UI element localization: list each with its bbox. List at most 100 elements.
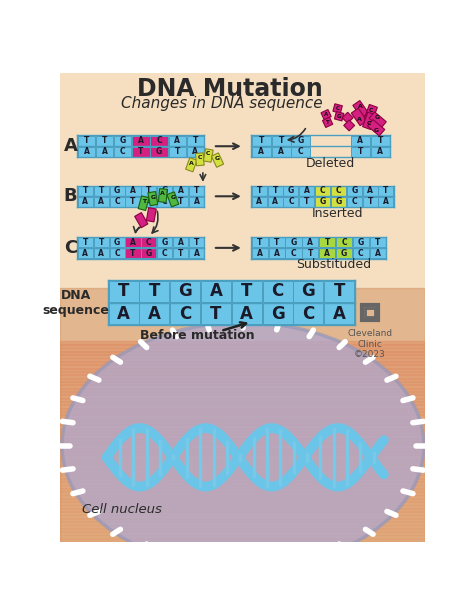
Bar bbox=[263, 281, 292, 302]
Bar bbox=[351, 147, 370, 157]
Text: C: C bbox=[351, 197, 357, 206]
Text: T: T bbox=[274, 238, 279, 247]
Bar bbox=[61, 361, 425, 365]
Bar bbox=[61, 524, 425, 529]
Text: G: G bbox=[288, 186, 294, 195]
Bar bbox=[109, 197, 125, 206]
Text: Changes in DNA sequence: Changes in DNA sequence bbox=[121, 96, 323, 111]
Bar bbox=[187, 136, 204, 146]
Bar bbox=[331, 197, 346, 206]
Text: A: A bbox=[358, 105, 363, 110]
Bar bbox=[96, 136, 113, 146]
Bar bbox=[61, 404, 425, 409]
Text: C: C bbox=[298, 147, 304, 156]
Bar bbox=[150, 147, 168, 157]
Text: A: A bbox=[357, 136, 363, 146]
Bar bbox=[283, 186, 299, 196]
Bar bbox=[126, 248, 140, 258]
Text: G: G bbox=[301, 283, 315, 300]
Bar bbox=[61, 378, 425, 382]
Bar bbox=[61, 421, 425, 425]
Text: A: A bbox=[367, 186, 373, 195]
Text: T: T bbox=[194, 238, 199, 247]
Text: T: T bbox=[192, 136, 198, 146]
Text: T: T bbox=[259, 136, 264, 146]
Bar bbox=[126, 197, 140, 206]
Bar bbox=[167, 192, 179, 207]
Bar bbox=[61, 468, 425, 472]
Bar bbox=[351, 136, 370, 146]
Text: A: A bbox=[82, 197, 88, 206]
Text: C: C bbox=[198, 155, 202, 160]
Text: G: G bbox=[156, 147, 162, 156]
Bar bbox=[189, 186, 204, 196]
Text: G: G bbox=[335, 197, 342, 206]
Bar bbox=[132, 147, 150, 157]
Text: T: T bbox=[375, 238, 381, 247]
Text: T: T bbox=[84, 136, 89, 146]
Bar bbox=[61, 474, 425, 479]
Text: T: T bbox=[278, 136, 284, 146]
Bar bbox=[364, 104, 377, 122]
Bar bbox=[351, 108, 367, 125]
Text: G: G bbox=[374, 127, 379, 133]
Text: DNA Mutation: DNA Mutation bbox=[137, 77, 323, 101]
Bar bbox=[61, 371, 425, 375]
Bar bbox=[61, 478, 425, 482]
Bar bbox=[61, 528, 425, 532]
Text: T: T bbox=[146, 186, 152, 195]
Bar bbox=[61, 454, 425, 459]
Bar bbox=[353, 248, 369, 258]
Text: A: A bbox=[377, 147, 383, 156]
Text: A: A bbox=[308, 238, 313, 247]
Bar bbox=[315, 197, 330, 206]
Text: T: T bbox=[174, 147, 180, 156]
Bar bbox=[61, 431, 425, 435]
Bar bbox=[109, 303, 138, 325]
Bar bbox=[61, 495, 425, 499]
Bar bbox=[157, 248, 172, 258]
Text: A: A bbox=[146, 197, 152, 206]
Text: A: A bbox=[272, 197, 278, 206]
Bar bbox=[61, 428, 425, 432]
Text: T: T bbox=[82, 238, 88, 247]
Text: A: A bbox=[138, 136, 144, 146]
Text: T: T bbox=[102, 136, 107, 146]
Bar bbox=[146, 208, 156, 222]
Text: T: T bbox=[334, 283, 345, 300]
Bar bbox=[370, 248, 386, 258]
Bar bbox=[299, 186, 314, 196]
Text: A: A bbox=[273, 248, 280, 258]
Bar bbox=[61, 391, 425, 395]
Bar bbox=[170, 303, 200, 325]
Bar bbox=[293, 281, 323, 302]
Bar bbox=[173, 248, 188, 258]
Bar bbox=[353, 100, 369, 118]
Bar bbox=[363, 197, 378, 206]
Text: C: C bbox=[64, 239, 77, 257]
Text: A: A bbox=[240, 304, 253, 323]
Bar bbox=[141, 186, 156, 196]
Text: T: T bbox=[273, 186, 278, 195]
Bar bbox=[252, 197, 267, 206]
Text: C: C bbox=[120, 147, 126, 156]
Text: G: G bbox=[114, 238, 120, 247]
Text: A: A bbox=[256, 197, 262, 206]
Text: DNA
sequence: DNA sequence bbox=[42, 289, 109, 317]
Bar bbox=[61, 451, 425, 456]
Bar bbox=[285, 238, 301, 247]
Bar bbox=[324, 281, 354, 302]
Bar bbox=[378, 186, 393, 196]
Text: G: G bbox=[162, 186, 168, 195]
Bar bbox=[319, 248, 335, 258]
Text: C: C bbox=[358, 248, 364, 258]
Bar bbox=[335, 111, 344, 121]
Bar bbox=[252, 186, 267, 196]
Bar bbox=[169, 147, 186, 157]
Bar bbox=[269, 238, 285, 247]
Text: A: A bbox=[82, 248, 88, 258]
Text: G: G bbox=[298, 136, 304, 146]
Bar bbox=[132, 136, 150, 146]
Bar bbox=[363, 112, 376, 130]
Bar bbox=[61, 344, 425, 348]
